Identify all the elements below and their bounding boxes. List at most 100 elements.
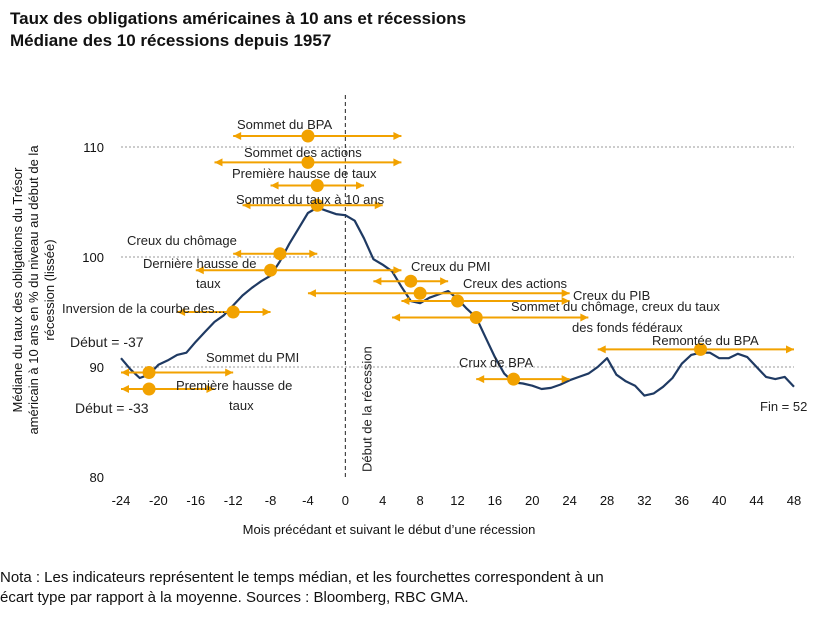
x-tick--24: -24	[112, 493, 131, 508]
label-creux-pib: Creux du PIB	[573, 288, 650, 303]
annotation-range-6	[177, 308, 271, 316]
range-arrow-left-16	[597, 345, 606, 354]
label-creux-chomage: Creux du chômage	[127, 233, 237, 248]
x-tick--20: -20	[149, 493, 168, 508]
x-tick-24: 24	[562, 493, 576, 508]
recession-start-label: Début de la récession	[359, 346, 374, 472]
range-arrow-right-9	[206, 385, 215, 393]
annotation-range-9	[121, 385, 215, 393]
range-arrow-right-1	[393, 158, 402, 167]
footnote-line-2: écart type par rapport à la moyenne. Sou…	[0, 589, 469, 606]
x-tick-8: 8	[416, 493, 423, 508]
label-sommet-taux: Sommet du taux à 10 ans	[236, 192, 385, 207]
range-arrow-left-4	[233, 249, 242, 258]
annotation-marker-4	[273, 247, 287, 261]
label-premiere-hausse: Première hausse de taux	[232, 166, 377, 181]
annotation-range-5	[195, 266, 402, 275]
x-tick-16: 16	[488, 493, 502, 508]
x-tick--8: -8	[265, 493, 277, 508]
x-tick-28: 28	[600, 493, 614, 508]
label-debut-37: Début = -37	[70, 334, 144, 350]
range-arrow-left-1	[214, 158, 223, 167]
range-arrow-left-11	[373, 277, 382, 286]
range-arrow-right-3	[374, 201, 383, 210]
x-tick-40: 40	[712, 493, 726, 508]
y-tick-110: 110	[83, 140, 104, 155]
range-arrow-right-7	[225, 368, 234, 377]
annotation-marker-3	[310, 198, 324, 212]
range-arrow-right-12	[561, 289, 570, 298]
chart-title: Taux des obligations américaines à 10 an…	[10, 8, 466, 52]
label-debut-33: Début = -33	[75, 400, 149, 416]
x-tick-32: 32	[637, 493, 651, 508]
y-tick-80: 80	[90, 470, 104, 485]
annotation-marker-13	[451, 294, 464, 308]
range-arrow-left-15	[476, 375, 485, 384]
range-arrow-right-0	[393, 132, 402, 140]
y-axis-title: Médiane du taux des obligations du Tréso…	[10, 145, 57, 435]
range-arrow-left-12	[307, 289, 316, 298]
annotation-range-12	[307, 289, 570, 298]
x-tick-4: 4	[379, 493, 386, 508]
annotation-marker-1	[301, 155, 315, 169]
annotation-marker-16	[694, 342, 708, 356]
range-arrow-left-7	[121, 368, 129, 377]
range-arrow-left-9	[121, 385, 129, 393]
annotation-marker-11	[404, 274, 418, 288]
x-tick-36: 36	[675, 493, 689, 508]
y-axis-title-line-2: américain à 10 ans en % du niveau au déb…	[26, 145, 41, 435]
range-arrow-right-14	[580, 313, 589, 322]
range-arrow-left-6	[177, 308, 186, 316]
annotation-range-7	[121, 368, 234, 377]
annotation-marker-0	[301, 129, 315, 143]
x-axis-title: Mois précédant et suivant le début d’une…	[243, 522, 536, 537]
y-axis-title-line-1: Médiane du taux des obligations du Tréso…	[10, 167, 25, 413]
range-arrow-right-4	[309, 249, 318, 258]
label-fin: Fin = 52	[760, 399, 807, 414]
label-inversion: Inversion de la courbe des...	[62, 301, 225, 316]
y-axis-title-line-3: récession (lissée)	[42, 239, 57, 340]
range-arrow-left-14	[392, 313, 401, 322]
annotation-markers	[142, 129, 708, 396]
x-tick--16: -16	[186, 493, 205, 508]
title-line-1: Taux des obligations américaines à 10 an…	[10, 9, 467, 28]
range-arrow-left-13	[401, 297, 410, 305]
x-tick-20: 20	[525, 493, 539, 508]
y-tick-90: 90	[90, 360, 104, 375]
y-tick-labels: 80 90 100 110	[82, 140, 104, 485]
label-sommet-bpa: Sommet du BPA	[237, 117, 332, 132]
annotation-range-15	[476, 375, 570, 384]
range-arrow-right-2	[356, 181, 365, 190]
annotation-marker-5	[264, 263, 278, 277]
range-arrow-left-3	[242, 201, 251, 210]
annotation-marker-15	[507, 372, 521, 386]
label-derniere-hausse-1: Dernière hausse de	[143, 256, 256, 271]
x-tick--12: -12	[224, 493, 243, 508]
label-derniere-hausse-2: taux	[196, 276, 221, 291]
y-tick-100: 100	[82, 250, 104, 265]
x-tick-44: 44	[749, 493, 763, 508]
label-premiere-hausse2-1: Première hausse de	[176, 378, 292, 393]
annotation-marker-14	[469, 311, 483, 324]
annotation-marker-9	[142, 382, 156, 396]
label-remontee-bpa: Remontée du BPA	[652, 333, 759, 348]
annotation-marker-6	[226, 305, 240, 319]
label-sommet-chomage-1: Sommet du chômage, creux du taux	[511, 299, 720, 314]
annotation-marker-12	[413, 286, 427, 300]
range-arrow-right-11	[440, 277, 449, 286]
x-tick-48: 48	[787, 493, 801, 508]
annotation-range-0	[233, 132, 402, 140]
footnote: Nota : Les indicateurs représentent le t…	[0, 568, 830, 608]
label-sommet-pmi: Sommet du PMI	[206, 350, 299, 365]
x-tick-0: 0	[342, 493, 349, 508]
label-creux-actions: Creux des actions	[463, 276, 568, 291]
range-arrow-right-6	[262, 308, 271, 316]
x-tick-labels: -24 -20 -16 -12 -8 -4 0 4 8 12 16 20 24 28 32 36 40 44 48	[112, 493, 802, 508]
label-premiere-hausse2-2: taux	[229, 398, 254, 413]
grid-lines	[121, 146, 794, 368]
x-tick-12: 12	[450, 493, 464, 508]
annotation-range-13	[401, 297, 570, 305]
range-arrow-right-5	[393, 266, 402, 275]
range-arrow-left-0	[233, 132, 242, 140]
